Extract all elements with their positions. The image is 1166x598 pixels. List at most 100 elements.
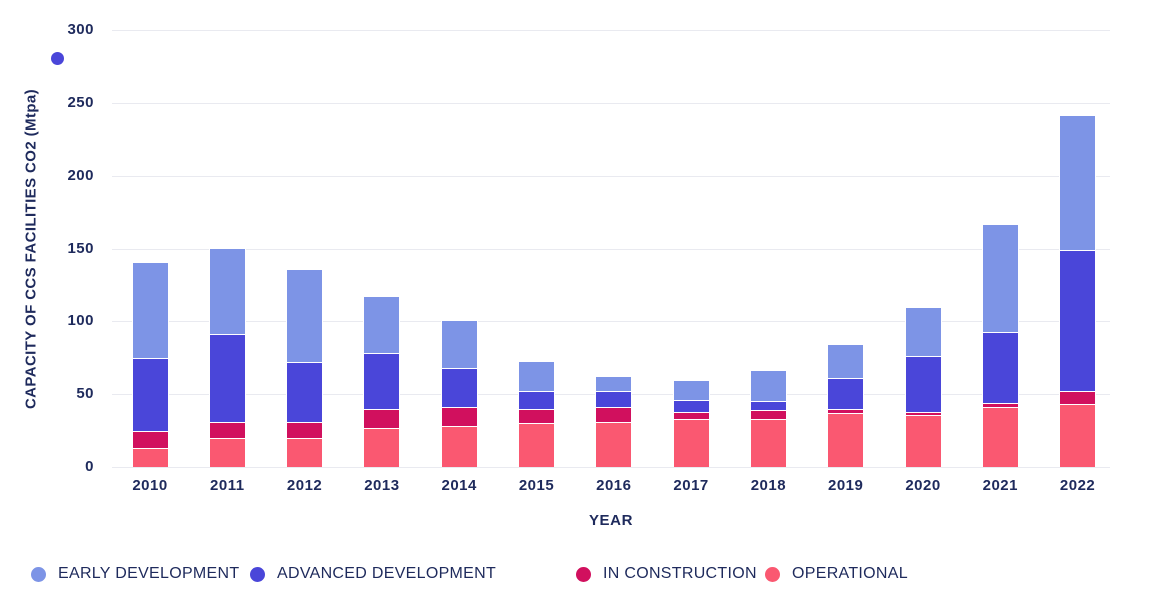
bar-2015[interactable] [518, 30, 555, 467]
bar-segment-operational[interactable] [904, 414, 942, 467]
bar-segment-early-development[interactable] [981, 225, 1019, 332]
bar-segment-in-construction[interactable] [981, 402, 1019, 408]
bar-segment-advanced-development[interactable] [131, 357, 169, 431]
y-tick-label: 50 [76, 385, 94, 403]
y-tick-label: 200 [67, 166, 94, 184]
bar-segment-advanced-development[interactable] [672, 400, 710, 412]
legend-label: EARLY DEVELOPMENT [58, 565, 240, 582]
bar-segment-early-development[interactable] [595, 376, 633, 392]
x-tick-label-2017: 2017 [673, 477, 709, 494]
x-tick-label-2020: 2020 [905, 477, 941, 494]
bar-segment-advanced-development[interactable] [981, 331, 1019, 403]
legend-dot-in-construction [576, 566, 591, 582]
bar-segment-advanced-development[interactable] [827, 378, 865, 409]
bar-segment-in-construction[interactable] [1059, 391, 1097, 405]
gridline-300 [112, 30, 1110, 31]
bar-segment-in-construction[interactable] [363, 408, 401, 428]
x-tick-label-2016: 2016 [596, 477, 632, 494]
bar-2013[interactable] [363, 30, 401, 467]
bar-2020[interactable] [904, 30, 942, 467]
bar-2017[interactable] [672, 30, 710, 467]
bar-segment-advanced-development[interactable] [518, 391, 555, 409]
bar-segment-operational[interactable] [518, 423, 555, 467]
legend-label: ADVANCED DEVELOPMENT [277, 565, 497, 582]
bar-2016[interactable] [595, 30, 633, 467]
y-tick-label: 300 [67, 21, 94, 39]
bar-segment-early-development[interactable] [827, 344, 865, 379]
legend-dot-operational [765, 566, 780, 582]
plot-area [112, 30, 1110, 468]
bar-segment-advanced-development[interactable] [286, 362, 324, 422]
x-tick-label-2013: 2013 [364, 477, 400, 494]
legend-item-advanced-development[interactable]: ADVANCED DEVELOPMENT [250, 565, 496, 583]
x-axis-title: YEAR [588, 512, 634, 529]
x-tick-label-2019: 2019 [828, 477, 864, 494]
x-tick-label-2010: 2010 [132, 477, 168, 494]
bar-segment-early-development[interactable] [131, 263, 169, 358]
bar-segment-operational[interactable] [440, 426, 478, 467]
bar-segment-operational[interactable] [1059, 404, 1097, 467]
legend-dot-advanced-development [250, 566, 265, 582]
x-tick-label-2021: 2021 [982, 477, 1018, 494]
bar-segment-in-construction[interactable] [440, 407, 478, 427]
bar-segment-operational[interactable] [827, 413, 865, 467]
bar-segment-early-development[interactable] [286, 270, 324, 363]
legend-item-operational[interactable]: OPERATIONAL [765, 565, 908, 583]
bar-segment-advanced-development[interactable] [208, 334, 246, 422]
bar-segment-in-construction[interactable] [749, 410, 787, 419]
bar-segment-operational[interactable] [749, 418, 787, 467]
gridline-100 [112, 321, 1110, 323]
bar-segment-early-development[interactable] [749, 370, 787, 402]
bar-2010[interactable] [131, 30, 169, 467]
bar-segment-early-development[interactable] [518, 362, 555, 392]
bar-segment-operational[interactable] [363, 427, 401, 467]
bar-segment-operational[interactable] [286, 437, 324, 467]
bar-segment-advanced-development[interactable] [363, 353, 401, 409]
bar-2014[interactable] [440, 30, 478, 467]
bar-segment-early-development[interactable] [363, 296, 401, 354]
x-tick-label-2011: 2011 [210, 477, 245, 494]
y-tick-label: 0 [85, 458, 94, 476]
stray-marker-dot [51, 52, 64, 65]
bar-segment-operational[interactable] [981, 407, 1019, 467]
bar-segment-operational[interactable] [208, 437, 246, 467]
bar-segment-in-construction[interactable] [208, 421, 246, 438]
bar-segment-in-construction[interactable] [904, 411, 942, 415]
bar-segment-early-development[interactable] [440, 321, 478, 368]
y-tick-label: 150 [67, 239, 94, 257]
gridline-150 [112, 248, 1110, 250]
bar-segment-in-construction[interactable] [827, 408, 865, 414]
x-tick-label-2014: 2014 [441, 477, 477, 494]
bar-2018[interactable] [749, 30, 787, 467]
bar-segment-early-development[interactable] [904, 308, 942, 357]
bar-segment-in-construction[interactable] [595, 407, 633, 422]
legend-item-early-development[interactable]: EARLY DEVELOPMENT [31, 565, 239, 583]
bar-2011[interactable] [208, 30, 246, 467]
bar-segment-advanced-development[interactable] [904, 356, 942, 412]
bar-segment-early-development[interactable] [1059, 115, 1097, 250]
bar-segment-operational[interactable] [672, 418, 710, 467]
x-tick-label-2018: 2018 [750, 477, 787, 494]
bar-2022[interactable] [1059, 30, 1097, 467]
gridline-250 [112, 102, 1110, 104]
bar-segment-operational[interactable] [595, 421, 633, 467]
bar-segment-advanced-development[interactable] [440, 367, 478, 408]
bar-segment-operational[interactable] [131, 448, 169, 467]
bar-segment-advanced-development[interactable] [1059, 249, 1097, 392]
bar-segment-advanced-development[interactable] [595, 391, 633, 408]
gridline-0 [112, 467, 1110, 468]
bar-segment-in-construction[interactable] [131, 430, 169, 449]
bar-segment-in-construction[interactable] [672, 411, 710, 419]
y-tick-label: 250 [67, 93, 94, 111]
bar-2012[interactable] [286, 30, 324, 467]
legend-dot-early-development [31, 566, 46, 582]
bar-segment-in-construction[interactable] [286, 421, 324, 438]
legend-item-in-construction[interactable]: IN CONSTRUCTION [576, 565, 757, 583]
bar-segment-in-construction[interactable] [518, 408, 555, 424]
bar-segment-early-development[interactable] [208, 248, 246, 335]
bar-2021[interactable] [981, 30, 1019, 467]
bar-segment-advanced-development[interactable] [749, 401, 787, 411]
bar-2019[interactable] [827, 30, 865, 467]
bar-segment-early-development[interactable] [672, 381, 710, 400]
